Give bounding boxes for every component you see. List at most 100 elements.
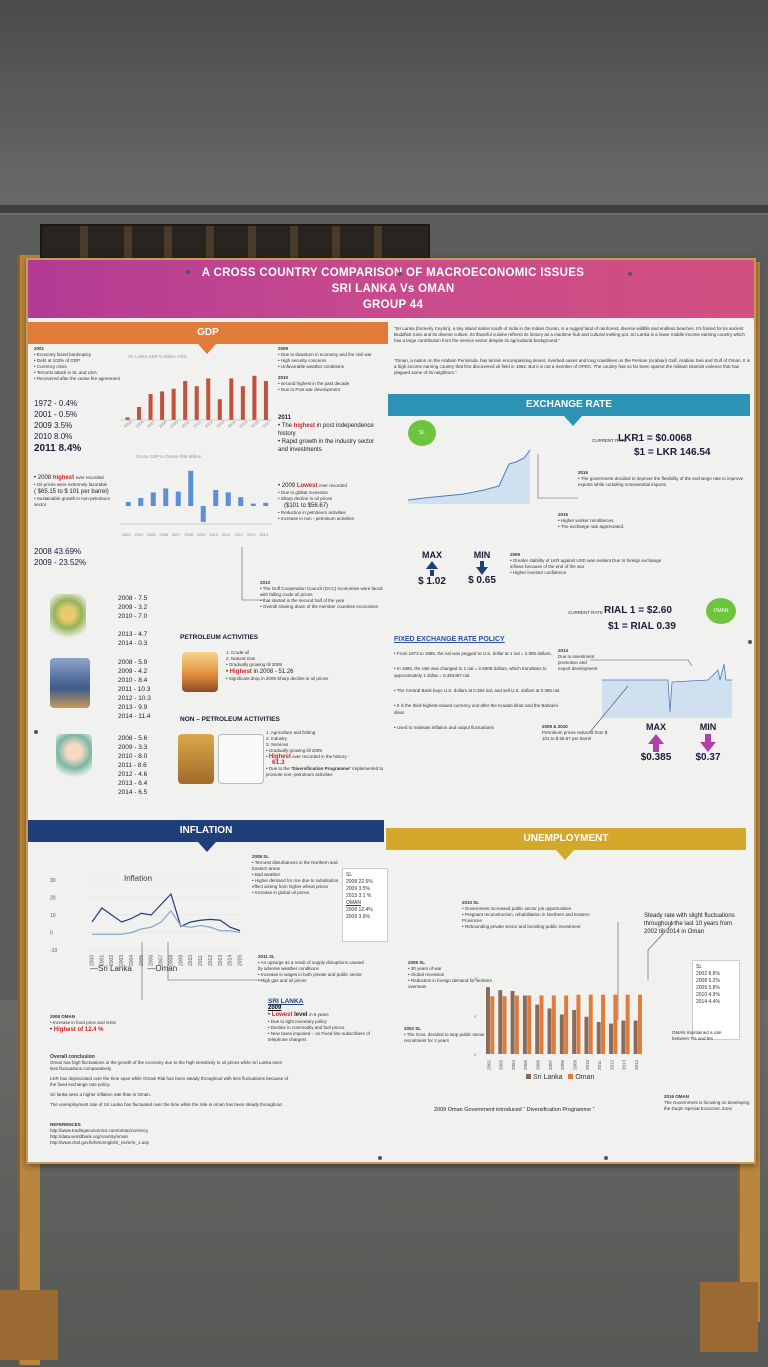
- oman-gdp-tick: 2004: [135, 533, 143, 537]
- oman-gdp-tick: 2012: [235, 533, 243, 537]
- sl-gdp-tick: 2014: [227, 419, 238, 429]
- unemp-bar-oman: [638, 994, 642, 1054]
- oman-gdp-bar: [163, 488, 169, 506]
- unemp-xtick: 2011: [597, 1060, 602, 1070]
- inflation-xtick: 2003: [119, 955, 125, 966]
- background-wall: [0, 0, 768, 215]
- pin: [628, 272, 632, 276]
- unemployment-callout-lines: [617, 921, 675, 1020]
- lkr-min-arrow-icon: [476, 567, 488, 575]
- sl-gdp-tick: 2006: [134, 419, 145, 429]
- unemp-xtick: 2009: [572, 1059, 577, 1070]
- sl-gdp-growth-list: 1972 - 0.4% 2001 - 0.5% 2009 3.5% 2010 8…: [34, 399, 82, 454]
- sl-gdp-tick: 2016: [250, 419, 261, 429]
- reference-link-3: http://www.cbsl.gov.lk/htm/english/_cei/…: [50, 1140, 149, 1145]
- inflation-xtick: 2009: [178, 955, 184, 966]
- poster-group: GROUP 44: [362, 299, 424, 311]
- sl-gdp-tick: 2005: [123, 419, 134, 429]
- sl-gdp-bar: [240, 386, 245, 420]
- inflation-xtick: 2007: [159, 955, 165, 966]
- inflation-ytick: -10: [50, 948, 57, 954]
- inflation-xtick: 2011: [198, 955, 204, 966]
- inflation-sl-2008-notes: 2008 SL • Terrorist disturbances in the …: [252, 854, 339, 895]
- sl-gdp-bar: [137, 407, 142, 420]
- sl-gdp-bar: [125, 417, 130, 420]
- exchange-arrow-icon: [564, 416, 582, 426]
- stand-foot-left: [0, 1290, 58, 1360]
- pin: [398, 272, 402, 276]
- sl-gdp-tick: 2011: [192, 419, 202, 429]
- rial-min-arrow-icon: [700, 742, 716, 752]
- oman-gdp-chart: 2003 2004 2005 2006 2007 2008 2009 2010 2011 2012…: [120, 470, 272, 537]
- unemployment-oman-card-note: OMAN maintained a rate between 7% and 8%: [672, 1030, 722, 1041]
- oman-gdp-tick: 2006: [160, 533, 168, 537]
- rial-min-block: MIN $0.37: [695, 722, 721, 763]
- unemployment-sl-2002-notes: 2002 SL • The Govt. decided to stop publ…: [404, 1026, 485, 1043]
- oman-gdp-2008-notes: • 2008 highest ever recorded • Oil price…: [34, 475, 111, 507]
- sl-gdp-tick: 2008: [158, 419, 169, 429]
- oman-gdp-tick: 2008: [185, 533, 193, 537]
- sl-gdp-bar: [183, 381, 188, 420]
- oman-gdp-2009-notes: • 2009 Lowest ever recorded • Due to glo…: [278, 483, 355, 521]
- wall-vent: [40, 224, 430, 264]
- sl-gdp-bar: [229, 378, 234, 420]
- unemp-bar-oman: [502, 996, 507, 1054]
- rial-rate-line1: RIAL 1 = $2.60: [604, 605, 672, 616]
- oman-gdp-bar: [150, 492, 156, 506]
- fixed-rate-policy-title: FIXED EXCHANGE RATE POLICY: [394, 636, 505, 643]
- inflation-sl-2009-notes: SRI LANKA 2009 • Lowest level in 5 years…: [268, 998, 370, 1042]
- inflation-legend: —Sri Lanka —Oman: [90, 964, 178, 973]
- sector-industry-list: 2008 - 5.9 2009 - 4.2 2010 - 8.4 2011 - 10.…: [118, 659, 151, 720]
- unemp-bar-oman: [551, 995, 556, 1054]
- inflation-ytick: 0: [50, 931, 53, 937]
- unemp-xtick: 2007: [548, 1059, 553, 1070]
- oman-gdp-chart-title: Oman GDP in Omani Rial Million: [136, 454, 202, 459]
- legend-sri-lanka: Sri Lanka: [98, 964, 132, 973]
- inflation-callout-lines: [141, 942, 264, 1000]
- agriculture-image: [50, 594, 86, 644]
- rial-rate-line2: $1 = RIAL 0.39: [608, 621, 676, 632]
- sl-gdp-tick: 2010: [181, 419, 192, 429]
- unemp-bar-sri-lanka: [510, 990, 515, 1054]
- inflation-arrow-icon: [198, 842, 216, 852]
- unemployment-sl-2009-notes: 2009 SL • 30 years of war • Global reces…: [408, 960, 492, 989]
- inflation-xtick: 2002: [109, 955, 115, 966]
- oman-gdp-bar: [188, 470, 194, 506]
- unemp-bar-oman: [490, 996, 495, 1054]
- unemp-bar-oman: [527, 995, 532, 1054]
- sl-gdp-bar: [252, 375, 257, 420]
- unemp-bar-oman: [539, 995, 544, 1054]
- sri-lanka-inflation-line: [91, 892, 241, 932]
- inflation-chart-title: Inflation: [124, 874, 153, 883]
- sl-gdp-bar: [217, 399, 222, 420]
- lkr-rate-line2: $1 = LKR 146.54: [634, 447, 711, 458]
- sector-agriculture-list: 2008 - 7.5 2009 - 3.2 2010 - 7.0 2013 - 4.…: [118, 595, 148, 647]
- petroleum-notes: 1. Crude oil 2. Natural Gas • Gradually …: [226, 650, 329, 681]
- unemp-xtick: 2010: [585, 1059, 590, 1070]
- unemp-bar-oman: [588, 994, 593, 1054]
- inflation-xtick: 2012: [208, 955, 214, 966]
- pin: [34, 730, 38, 734]
- pin: [378, 1156, 382, 1160]
- oman-gdp-bar: [200, 506, 206, 522]
- unemp-bar-sri-lanka: [596, 1022, 601, 1054]
- rial-current-rate-label: CURRENT RATE: [568, 610, 603, 615]
- sl-gdp-bar: [148, 394, 153, 420]
- unemployment-legend: Sri Lanka Oman: [526, 1074, 594, 1081]
- unemp-ytick: 5: [474, 1014, 477, 1019]
- oman-gdp-bar: [125, 502, 131, 506]
- sl-gdp-2009-notes: 2009 • Due to downturn in economy and th…: [278, 346, 372, 392]
- sl-gdp-bar: [206, 378, 211, 420]
- unemp-legend-sri-lanka: Sri Lanka: [532, 1074, 563, 1081]
- pin: [748, 640, 752, 644]
- lkr-max-block: MAX $ 1.02: [418, 550, 446, 587]
- unemp-bar-sri-lanka: [522, 995, 527, 1054]
- sl-gdp-bar: [160, 391, 165, 420]
- unemp-bar-oman: [625, 994, 630, 1054]
- unemp-bar-sri-lanka: [621, 1020, 626, 1054]
- non-petroleum-title: NON – PETROLEUM ACTIVITIES: [180, 716, 280, 723]
- lkr-exchange-chart: [407, 449, 531, 504]
- unemployment-oman-steady-note: Steady rate with slight fluctuations thr…: [644, 913, 735, 935]
- oman-gdp-bar: [263, 502, 269, 506]
- unemployment-arrow-icon: [556, 850, 574, 860]
